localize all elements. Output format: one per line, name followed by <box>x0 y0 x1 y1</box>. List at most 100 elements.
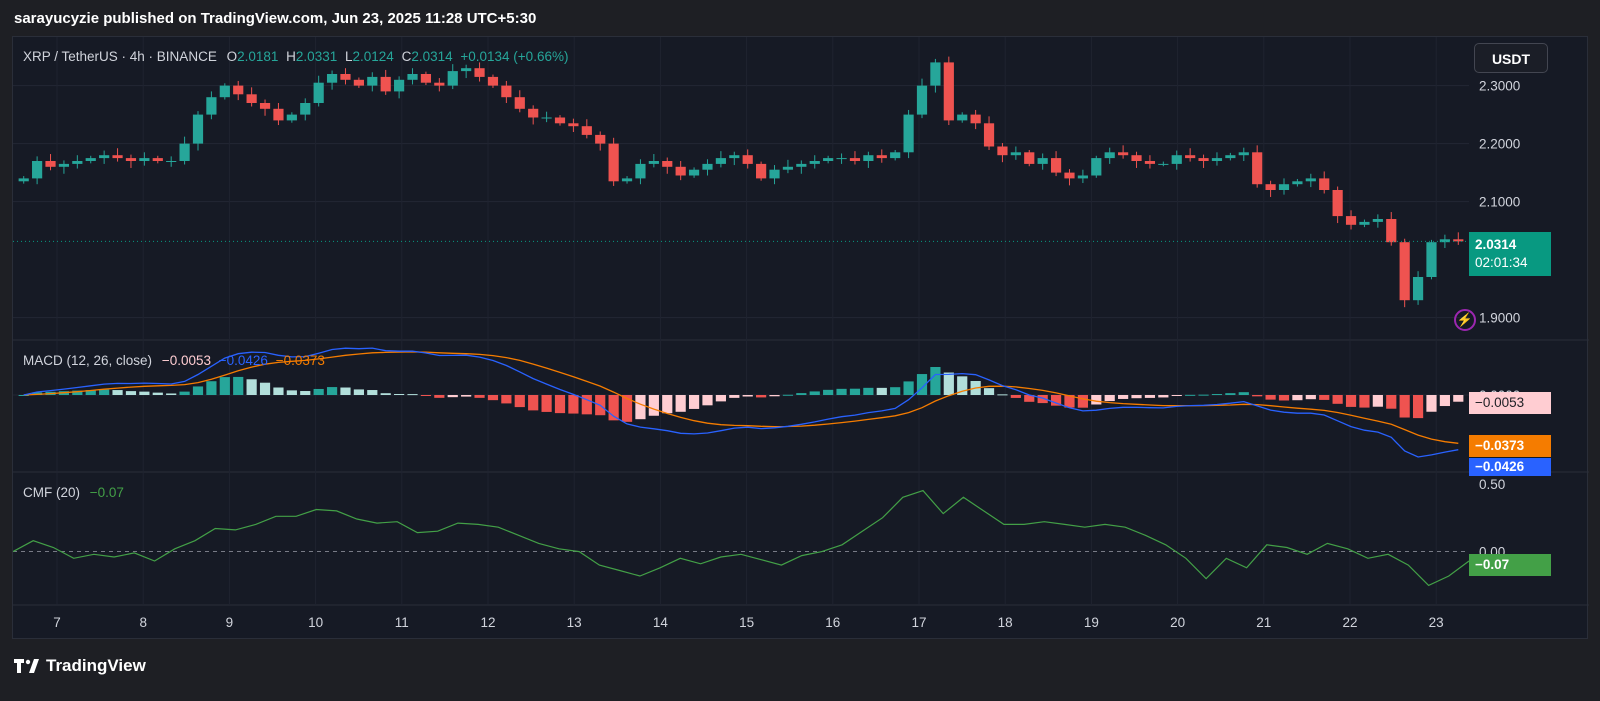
macd-histogram-bar <box>662 395 673 414</box>
candle-body <box>420 74 432 83</box>
low-label: L <box>344 49 353 64</box>
macd-hist-tag: −0.0053 <box>1469 392 1551 414</box>
time-tick-label: 13 <box>567 615 582 630</box>
tradingview-logo[interactable]: TradingView <box>14 656 146 676</box>
macd-histogram-bar <box>554 395 566 414</box>
macd-histogram-bar <box>957 376 968 395</box>
candle-body <box>595 134 606 144</box>
chart-canvas[interactable]: 2.3000 2.2000 2.1000 1.9000 7 8 9 10 11 12 13 14 15 1… <box>13 37 1589 640</box>
macd-histogram-bar <box>1426 395 1437 412</box>
macd-histogram-bar <box>916 374 928 395</box>
candle-body <box>1077 175 1088 179</box>
candle-body <box>152 158 163 161</box>
time-tick-label: 7 <box>53 615 61 630</box>
high-value: 2.0331 <box>295 49 338 64</box>
macd-title[interactable]: MACD (12, 26, close) <box>23 353 153 368</box>
macd-histogram-bar <box>876 387 887 395</box>
macd-histogram-bar <box>85 390 96 395</box>
candle-body <box>179 143 190 161</box>
cmf-tick-label: 0.50 <box>1479 477 1505 492</box>
candle-body <box>1225 155 1236 159</box>
main-legend: XRP / TetherUS · 4h · BINANCE O2.0181 H2… <box>23 49 568 64</box>
macd-histogram-bar <box>326 387 338 395</box>
macd-histogram-bar <box>273 387 284 395</box>
macd-histogram-bar <box>340 387 351 395</box>
macd-histogram-bar <box>809 391 820 395</box>
macd-histogram-bar <box>1238 392 1249 395</box>
time-tick-label: 17 <box>911 615 926 630</box>
macd-histogram-bar <box>1198 394 1209 396</box>
candle-body <box>1372 219 1383 222</box>
time-tick-label: 11 <box>395 615 409 630</box>
macd-histogram-bar <box>1118 395 1129 399</box>
macd-signal-tag: −0.0373 <box>1469 435 1551 457</box>
macd-histogram-bar <box>1064 395 1075 408</box>
cmf-legend-value: −0.07 <box>89 485 124 500</box>
currency-button[interactable]: USDT <box>1474 43 1548 73</box>
candle-body <box>1439 239 1450 243</box>
candle-body <box>18 178 29 182</box>
candle-body <box>1010 152 1021 156</box>
macd-histogram-bar <box>742 395 753 397</box>
macd-histogram-bar <box>1091 395 1102 405</box>
tradingview-logo-text: TradingView <box>46 656 146 675</box>
current-price-tag: 2.0314 02:01:34 <box>1469 232 1551 276</box>
candle-body <box>903 114 914 153</box>
candle-body <box>635 163 646 179</box>
macd-histogram-bar <box>394 393 405 395</box>
macd-histogram-bar <box>1077 395 1088 408</box>
candle-body <box>206 97 217 115</box>
macd-histogram-bar <box>1399 395 1410 418</box>
candle-body <box>742 155 753 164</box>
lightning-icon[interactable]: ⚡ <box>1454 309 1476 331</box>
macd-histogram-bar <box>353 389 364 395</box>
candle-body <box>286 114 297 121</box>
candle-body <box>1332 190 1343 217</box>
macd-histogram-bar <box>1037 395 1048 404</box>
macd-histogram-bar <box>461 395 472 397</box>
close-label: C <box>401 49 412 64</box>
high-label: H <box>286 49 296 64</box>
candle-body <box>246 94 257 103</box>
candle-body <box>259 103 271 109</box>
candle-body <box>756 163 767 179</box>
chart-frame[interactable]: 2.3000 2.2000 2.1000 1.9000 7 8 9 10 11 12 13 14 15 1… <box>12 36 1589 640</box>
cmf-title[interactable]: CMF (20) <box>23 485 80 500</box>
candle-body <box>367 76 378 86</box>
current-price-value: 2.0314 <box>1475 237 1517 252</box>
macd-histogram-bar <box>715 395 726 402</box>
macd-histogram-bar <box>139 391 150 395</box>
candle-body <box>313 82 324 103</box>
macd-histogram-bar <box>1050 395 1062 406</box>
macd-histogram-bar <box>206 381 217 395</box>
candle-body <box>782 166 794 170</box>
macd-histogram-bar <box>675 395 686 412</box>
candle-body <box>166 161 177 162</box>
candle-body <box>1252 152 1263 185</box>
cmf-line <box>13 489 1470 587</box>
macd-histogram-bar <box>836 388 847 395</box>
candle-body <box>1319 178 1330 190</box>
candle-body <box>1118 152 1129 156</box>
grid-lines <box>13 37 1589 606</box>
open-value: 2.0181 <box>237 49 279 64</box>
price-tick-label: 2.2000 <box>1479 137 1520 152</box>
macd-histogram-bar <box>300 391 311 395</box>
symbol-label[interactable]: XRP / TetherUS · 4h · BINANCE <box>23 49 217 64</box>
candle-body <box>1131 155 1142 161</box>
macd-histogram-bar <box>796 393 807 395</box>
time-tick-label: 10 <box>308 615 323 630</box>
macd-histogram-bar <box>1386 395 1397 409</box>
macd-histogram-bar <box>380 393 391 395</box>
candle-body <box>1171 155 1182 164</box>
macd-histogram-bar <box>32 392 43 395</box>
macd-histogram-bar <box>1412 395 1424 419</box>
candle-body <box>1453 239 1464 242</box>
candle-body <box>99 155 110 159</box>
macd-histogram-bar <box>420 395 432 396</box>
candle-body <box>997 146 1008 156</box>
macd-histogram-bar <box>608 395 619 421</box>
macd-signal-value: −0.0373 <box>275 353 325 368</box>
macd-histogram-bar <box>568 395 579 414</box>
macd-histogram-bar <box>514 395 525 408</box>
